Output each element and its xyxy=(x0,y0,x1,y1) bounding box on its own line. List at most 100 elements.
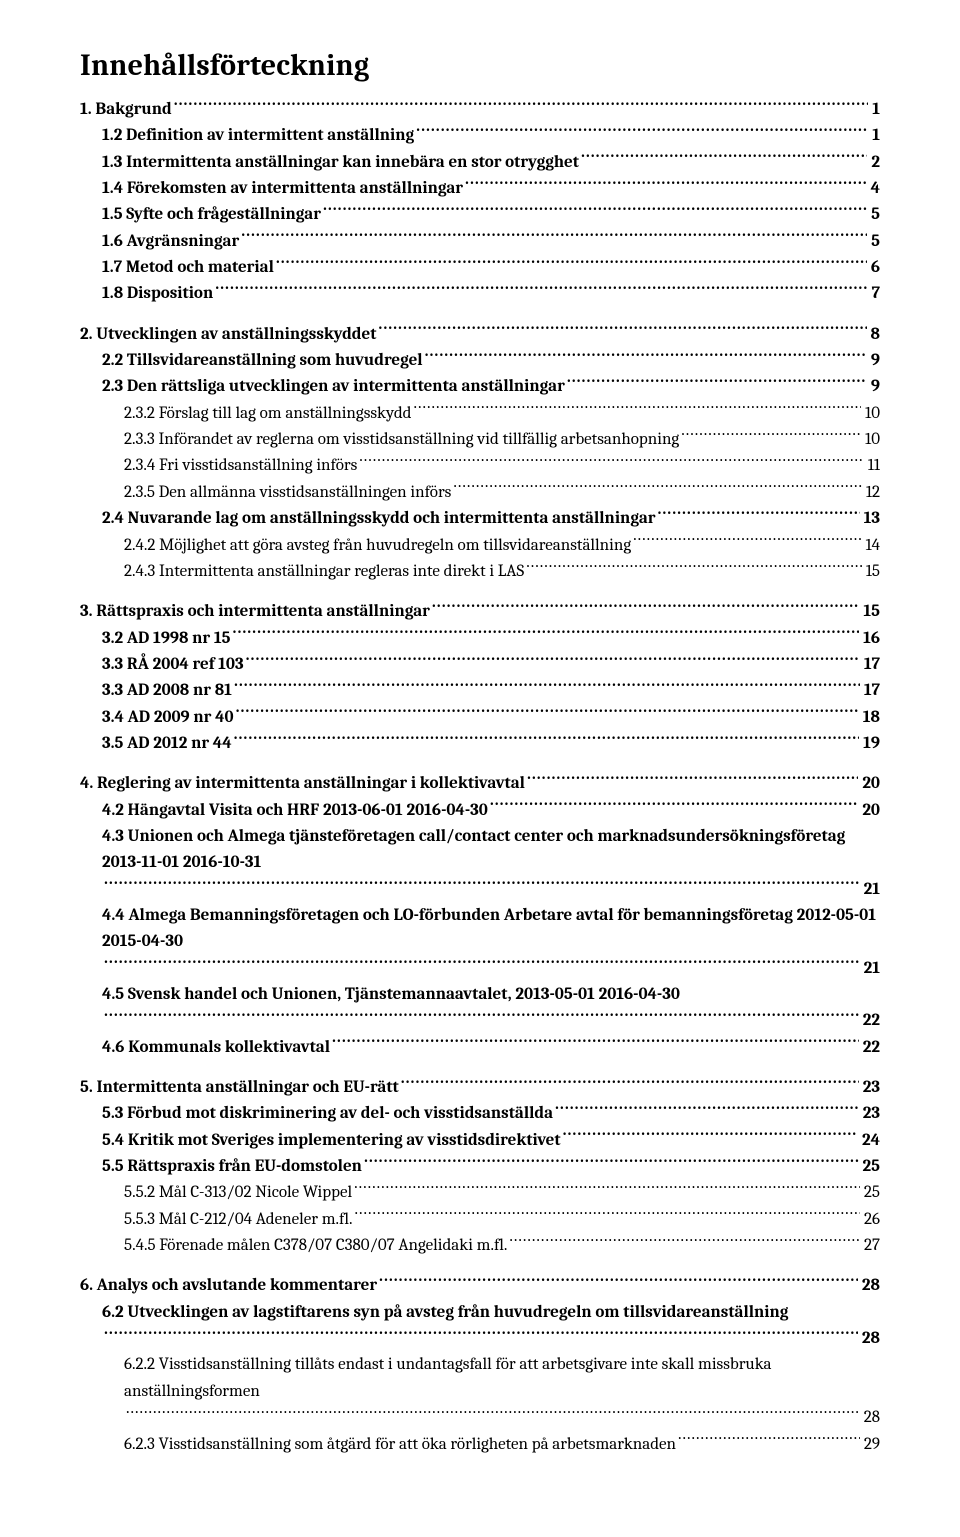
toc-entry[interactable]: 1.2 Definition av intermittent anställni… xyxy=(80,123,880,149)
toc-entry-label: 1.3 Intermittenta anställningar kan inne… xyxy=(102,150,579,176)
toc-entry-label: 1.4 Förekomsten av intermittenta anställ… xyxy=(102,176,463,202)
toc-entry[interactable]: 3.3 AD 2008 nr 8117 xyxy=(80,678,880,704)
toc-entry-page: 10 xyxy=(863,401,880,427)
toc-entry[interactable]: 4. Reglering av intermittenta anställnin… xyxy=(80,771,880,797)
toc-entry[interactable]: 4.6 Kommunals kollektivavtal 22 xyxy=(80,1035,880,1061)
toc-entry[interactable]: 6.2.2 Visstidsanställning tillåts endast… xyxy=(80,1352,880,1405)
toc-entry-page: 8 xyxy=(869,322,880,348)
toc-entry-page: 28 xyxy=(860,1273,880,1299)
toc-entry[interactable]: 2.3.3 Införandet av reglerna om visstids… xyxy=(80,427,880,453)
leader-dots xyxy=(364,1154,859,1171)
toc-entry[interactable]: 3.4 AD 2009 nr 4018 xyxy=(80,705,880,731)
toc-entry-label: 3.3 RÅ 2004 ref 103 xyxy=(102,652,244,678)
toc-entry[interactable]: 3. Rättspraxis och intermittenta anställ… xyxy=(80,599,880,625)
toc-entry[interactable]: 2. Utvecklingen av anställningsskyddet 8 xyxy=(80,322,880,348)
toc-entry[interactable]: 2.3.2 Förslag till lag om anställningssk… xyxy=(80,401,880,427)
toc-entry[interactable]: 5.5.3 Mål C-212/04 Adeneler m.fl.26 xyxy=(80,1207,880,1233)
toc-entry[interactable]: 2.4.3 Intermittenta anställningar regler… xyxy=(80,559,880,585)
toc-entry[interactable]: 2.3.4 Fri visstidsanställning införs11 xyxy=(80,453,880,479)
toc-entry-label: 1.5 Syfte och frågeställningar xyxy=(102,202,321,228)
toc-entry[interactable]: 2.3.5 Den allmänna visstidsanställningen… xyxy=(80,480,880,506)
toc-entry-label: 5.4 Kritik mot Sveriges implementering a… xyxy=(102,1128,561,1154)
toc-entry-label: 2.4.3 Intermittenta anställningar regler… xyxy=(124,559,524,585)
leader-dots xyxy=(332,1035,859,1052)
toc-entry[interactable]: 2.4.2 Möjlighet att göra avsteg från huv… xyxy=(80,533,880,559)
toc-entry[interactable]: 3.5 AD 2012 nr 4419 xyxy=(80,731,880,757)
toc-entry-page: 29 xyxy=(862,1432,880,1458)
toc-entry-page: 27 xyxy=(862,1233,880,1259)
toc-entry-label: 1. Bakgrund xyxy=(80,97,172,123)
toc-entry[interactable]: 5.5 Rättspraxis från EU-domstolen25 xyxy=(80,1154,880,1180)
toc-entry[interactable]: 2.4 Nuvarande lag om anställningsskydd o… xyxy=(80,506,880,532)
toc-entry[interactable]: 5. Intermittenta anställningar och EU-rä… xyxy=(80,1075,880,1101)
toc-entry[interactable]: 1.8 Disposition7 xyxy=(80,281,880,307)
toc-entry-label: 4.6 Kommunals kollektivavtal xyxy=(102,1035,330,1061)
leader-dots xyxy=(401,1075,859,1092)
toc-entry-label: 2.3.3 Införandet av reglerna om visstids… xyxy=(124,427,679,453)
toc-entry[interactable]: 5.5.2 Mål C-313/02 Nicole Wippel 25 xyxy=(80,1180,880,1206)
toc-entry-page: 24 xyxy=(860,1128,880,1154)
toc-entry-page: 6 xyxy=(869,255,880,281)
toc-entry-label: 5. Intermittenta anställningar och EU-rä… xyxy=(80,1075,399,1101)
leader-dots xyxy=(246,652,860,669)
leader-dots xyxy=(104,1008,859,1025)
toc-entry[interactable]: 1.5 Syfte och frågeställningar5 xyxy=(80,202,880,228)
toc-entry[interactable]: 5.3 Förbud mot diskriminering av del- oc… xyxy=(80,1101,880,1127)
toc-entry-page: 13 xyxy=(862,506,880,532)
toc-entry-page: 23 xyxy=(861,1075,880,1101)
toc-entry[interactable]: 4.5 Svensk handel och Unionen, Tjänstema… xyxy=(80,982,880,1008)
toc-entry[interactable]: 3.3 RÅ 2004 ref 10317 xyxy=(80,652,880,678)
toc-entry-page: 10 xyxy=(863,427,880,453)
toc-entry[interactable]: 4.3 Unionen och Almega tjänsteföretagen … xyxy=(80,824,880,877)
toc-entry[interactable]: 6. Analys och avslutande kommentarer 28 xyxy=(80,1273,880,1299)
leader-dots xyxy=(126,1405,860,1422)
toc-entry-label: 2. Utvecklingen av anställningsskyddet xyxy=(80,322,376,348)
toc-entry-page: 25 xyxy=(861,1154,880,1180)
toc-entry-page: 12 xyxy=(864,480,880,506)
toc-entry[interactable]: 6.2.3 Visstidsanställning som åtgärd för… xyxy=(80,1432,880,1458)
toc-entry[interactable]: 5.4.5 Förenade målen C378/07 C380/07 Ang… xyxy=(80,1233,880,1259)
toc-entry[interactable]: 4.2 Hängavtal Visita och HRF 2013-06-01 … xyxy=(80,798,880,824)
toc-entry[interactable]: 2.3 Den rättsliga utvecklingen av interm… xyxy=(80,374,880,400)
toc-entry[interactable]: 3.2 AD 1998 nr 15 16 xyxy=(80,626,880,652)
toc-entry-label: 6. Analys och avslutande kommentarer xyxy=(80,1273,377,1299)
toc-entry-page: 16 xyxy=(861,626,880,652)
toc-entry[interactable]: 2.2 Tillsvidareanställning som huvudrege… xyxy=(80,348,880,374)
toc-entry-label: 3.2 AD 1998 nr 15 xyxy=(102,626,231,652)
leader-dots xyxy=(234,731,860,748)
leader-dots xyxy=(527,771,858,788)
leader-dots xyxy=(414,401,862,418)
toc-entry-page: 21 xyxy=(862,956,880,982)
leader-dots xyxy=(104,1326,858,1343)
toc-entry[interactable]: 1.4 Förekomsten av intermittenta anställ… xyxy=(80,176,880,202)
toc-entry[interactable]: 1.6 Avgränsningar5 xyxy=(80,229,880,255)
leader-dots xyxy=(657,506,859,523)
toc-entry-page: 22 xyxy=(861,1035,880,1061)
leader-dots xyxy=(555,1101,859,1118)
toc-entry[interactable]: 1.7 Metod och material6 xyxy=(80,255,880,281)
toc-entry[interactable]: 1.3 Intermittenta anställningar kan inne… xyxy=(80,150,880,176)
leader-dots xyxy=(681,427,861,444)
toc-entry-label: 2.2 Tillsvidareanställning som huvudrege… xyxy=(102,348,423,374)
leader-dots xyxy=(174,97,869,114)
toc-entry-label: 3.3 AD 2008 nr 81 xyxy=(102,678,232,704)
toc-entry-page: 28 xyxy=(862,1405,880,1431)
toc-entry[interactable]: 1. Bakgrund1 xyxy=(80,97,880,123)
toc-entry-label: 2.4 Nuvarande lag om anställningsskydd o… xyxy=(102,506,655,532)
leader-dots xyxy=(633,533,861,550)
leader-dots xyxy=(104,877,860,894)
page-title: Innehållsförteckning xyxy=(80,48,880,83)
toc-entry-label: 4. Reglering av intermittenta anställnin… xyxy=(80,771,525,797)
toc-entry[interactable]: 4.4 Almega Bemanningsföretagen och LO-fö… xyxy=(80,903,880,956)
toc-entry[interactable]: 6.2 Utvecklingen av lagstiftarens syn på… xyxy=(80,1300,880,1326)
leader-dots xyxy=(233,626,860,643)
toc-entry-label: 4.3 Unionen och Almega tjänsteföretagen … xyxy=(102,827,845,872)
toc-entry-label: 5.5.2 Mål C-313/02 Nicole Wippel xyxy=(124,1180,352,1206)
toc-entry-page: 25 xyxy=(862,1180,880,1206)
toc-entry-label: 1.8 Disposition xyxy=(102,281,213,307)
toc-entry-page: 21 xyxy=(862,877,880,903)
toc-entry-page: 14 xyxy=(863,533,880,559)
toc-entry-page: 19 xyxy=(861,731,880,757)
leader-dots xyxy=(236,705,859,722)
toc-entry[interactable]: 5.4 Kritik mot Sveriges implementering a… xyxy=(80,1128,880,1154)
